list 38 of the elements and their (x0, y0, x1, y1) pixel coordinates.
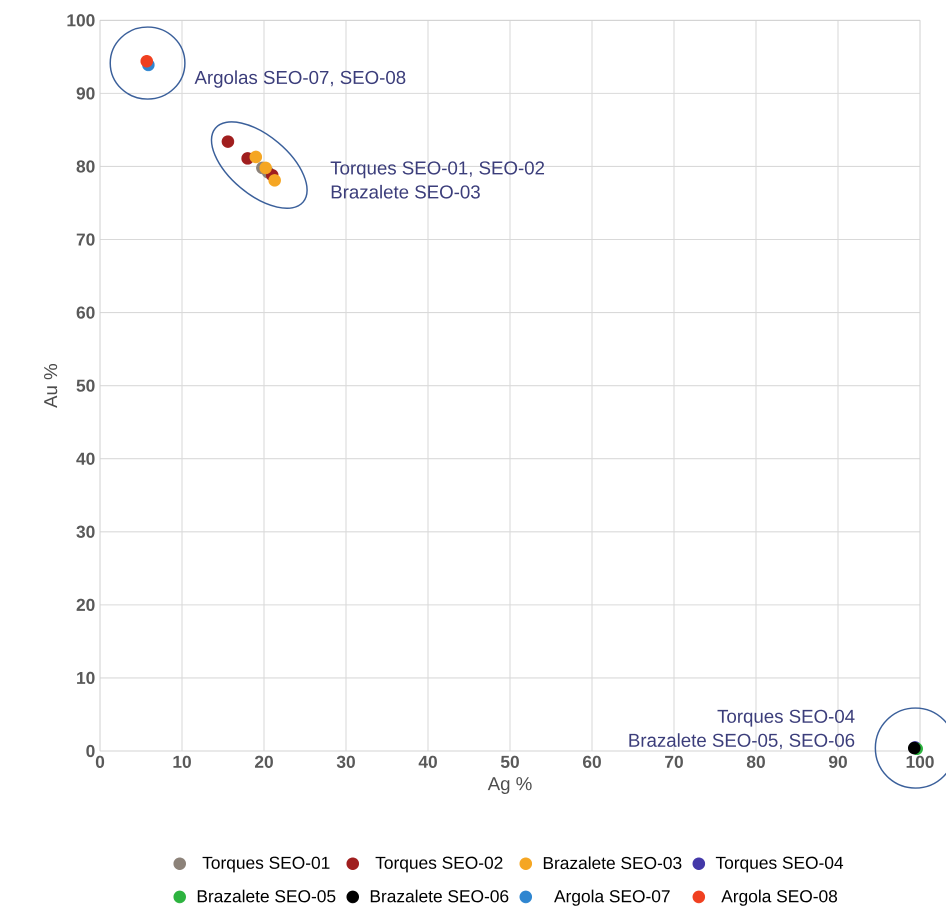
y-tick-label: 0 (86, 744, 95, 758)
x-tick-label: 30 (336, 756, 355, 768)
annotation: Argolas SEO-07, SEO-08 (194, 70, 406, 88)
annotation: Brazalete SEO-03 (332, 184, 480, 199)
y-tick-label: 30 (76, 526, 95, 538)
x-tick-label: 10 (173, 756, 191, 768)
x-tick-label: 70 (665, 756, 683, 768)
legend-label: Argola SEO-07 (554, 890, 670, 906)
point (140, 54, 154, 68)
annotation: Torques SEO-04 (718, 710, 855, 727)
y-tick-label: 80 (76, 160, 95, 173)
legend-label: Argola SEO-08 (721, 890, 838, 906)
y-tick-label: 20 (76, 598, 95, 611)
x-tick-label: 20 (254, 756, 273, 768)
y-tick-label: 60 (76, 306, 95, 319)
y-tick-label: 100 (67, 14, 95, 26)
annotation: Torques SEO-01, SEO-02 (330, 161, 544, 178)
x-tick-label: 60 (582, 756, 601, 768)
legend-label: Torques SEO-04 (716, 856, 844, 872)
y-tick-label: 50 (76, 380, 95, 392)
x-tick-label: 100 (906, 756, 934, 768)
y-tick-label: 10 (77, 672, 95, 684)
y-axis-title: Au % (44, 364, 58, 408)
annotation: Brazalete SEO-05, SEO-06 (629, 733, 854, 750)
legend-label: Torques SEO-02 (376, 856, 502, 872)
x-tick-label: 90 (828, 756, 847, 768)
x-tick-label: 80 (746, 756, 765, 768)
y-tick-label: 90 (76, 87, 95, 100)
legend-label: Brazalete SEO-06 (370, 890, 508, 902)
x-tick-label: 40 (418, 756, 437, 768)
x-tick-label: 0 (96, 756, 104, 768)
y-tick-label: 40 (76, 452, 95, 465)
y-tick-label: 70 (76, 233, 95, 246)
legend-label: Brazalete SEO-05 (198, 890, 336, 902)
x-axis-title: Ag % (488, 777, 532, 794)
x-tick-label: 50 (500, 756, 519, 768)
legend-label: Torques SEO-01 (202, 856, 330, 872)
legend-label: Brazalete SEO-03 (544, 856, 682, 870)
